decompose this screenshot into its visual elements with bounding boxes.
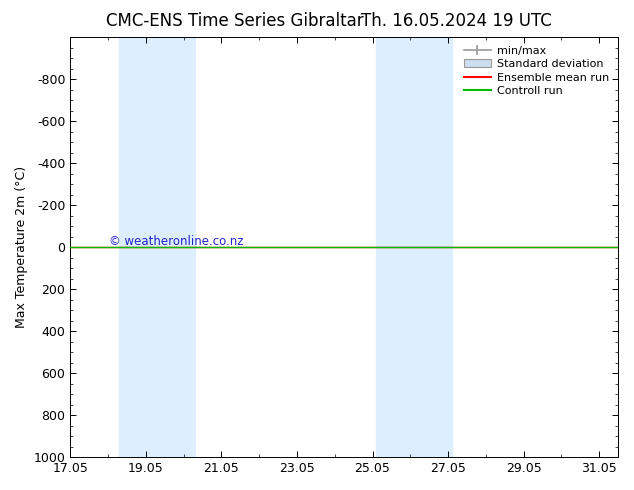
Text: CMC-ENS Time Series Gibraltar: CMC-ENS Time Series Gibraltar: [106, 12, 363, 30]
Bar: [119, 37, 195, 457]
Text: Th. 16.05.2024 19 UTC: Th. 16.05.2024 19 UTC: [361, 12, 552, 30]
Bar: [377, 37, 452, 457]
Legend: min/max, Standard deviation, Ensemble mean run, Controll run: min/max, Standard deviation, Ensemble me…: [460, 43, 612, 99]
Text: © weatheronline.co.nz: © weatheronline.co.nz: [108, 235, 243, 248]
Y-axis label: Max Temperature 2m (°C): Max Temperature 2m (°C): [15, 166, 28, 328]
